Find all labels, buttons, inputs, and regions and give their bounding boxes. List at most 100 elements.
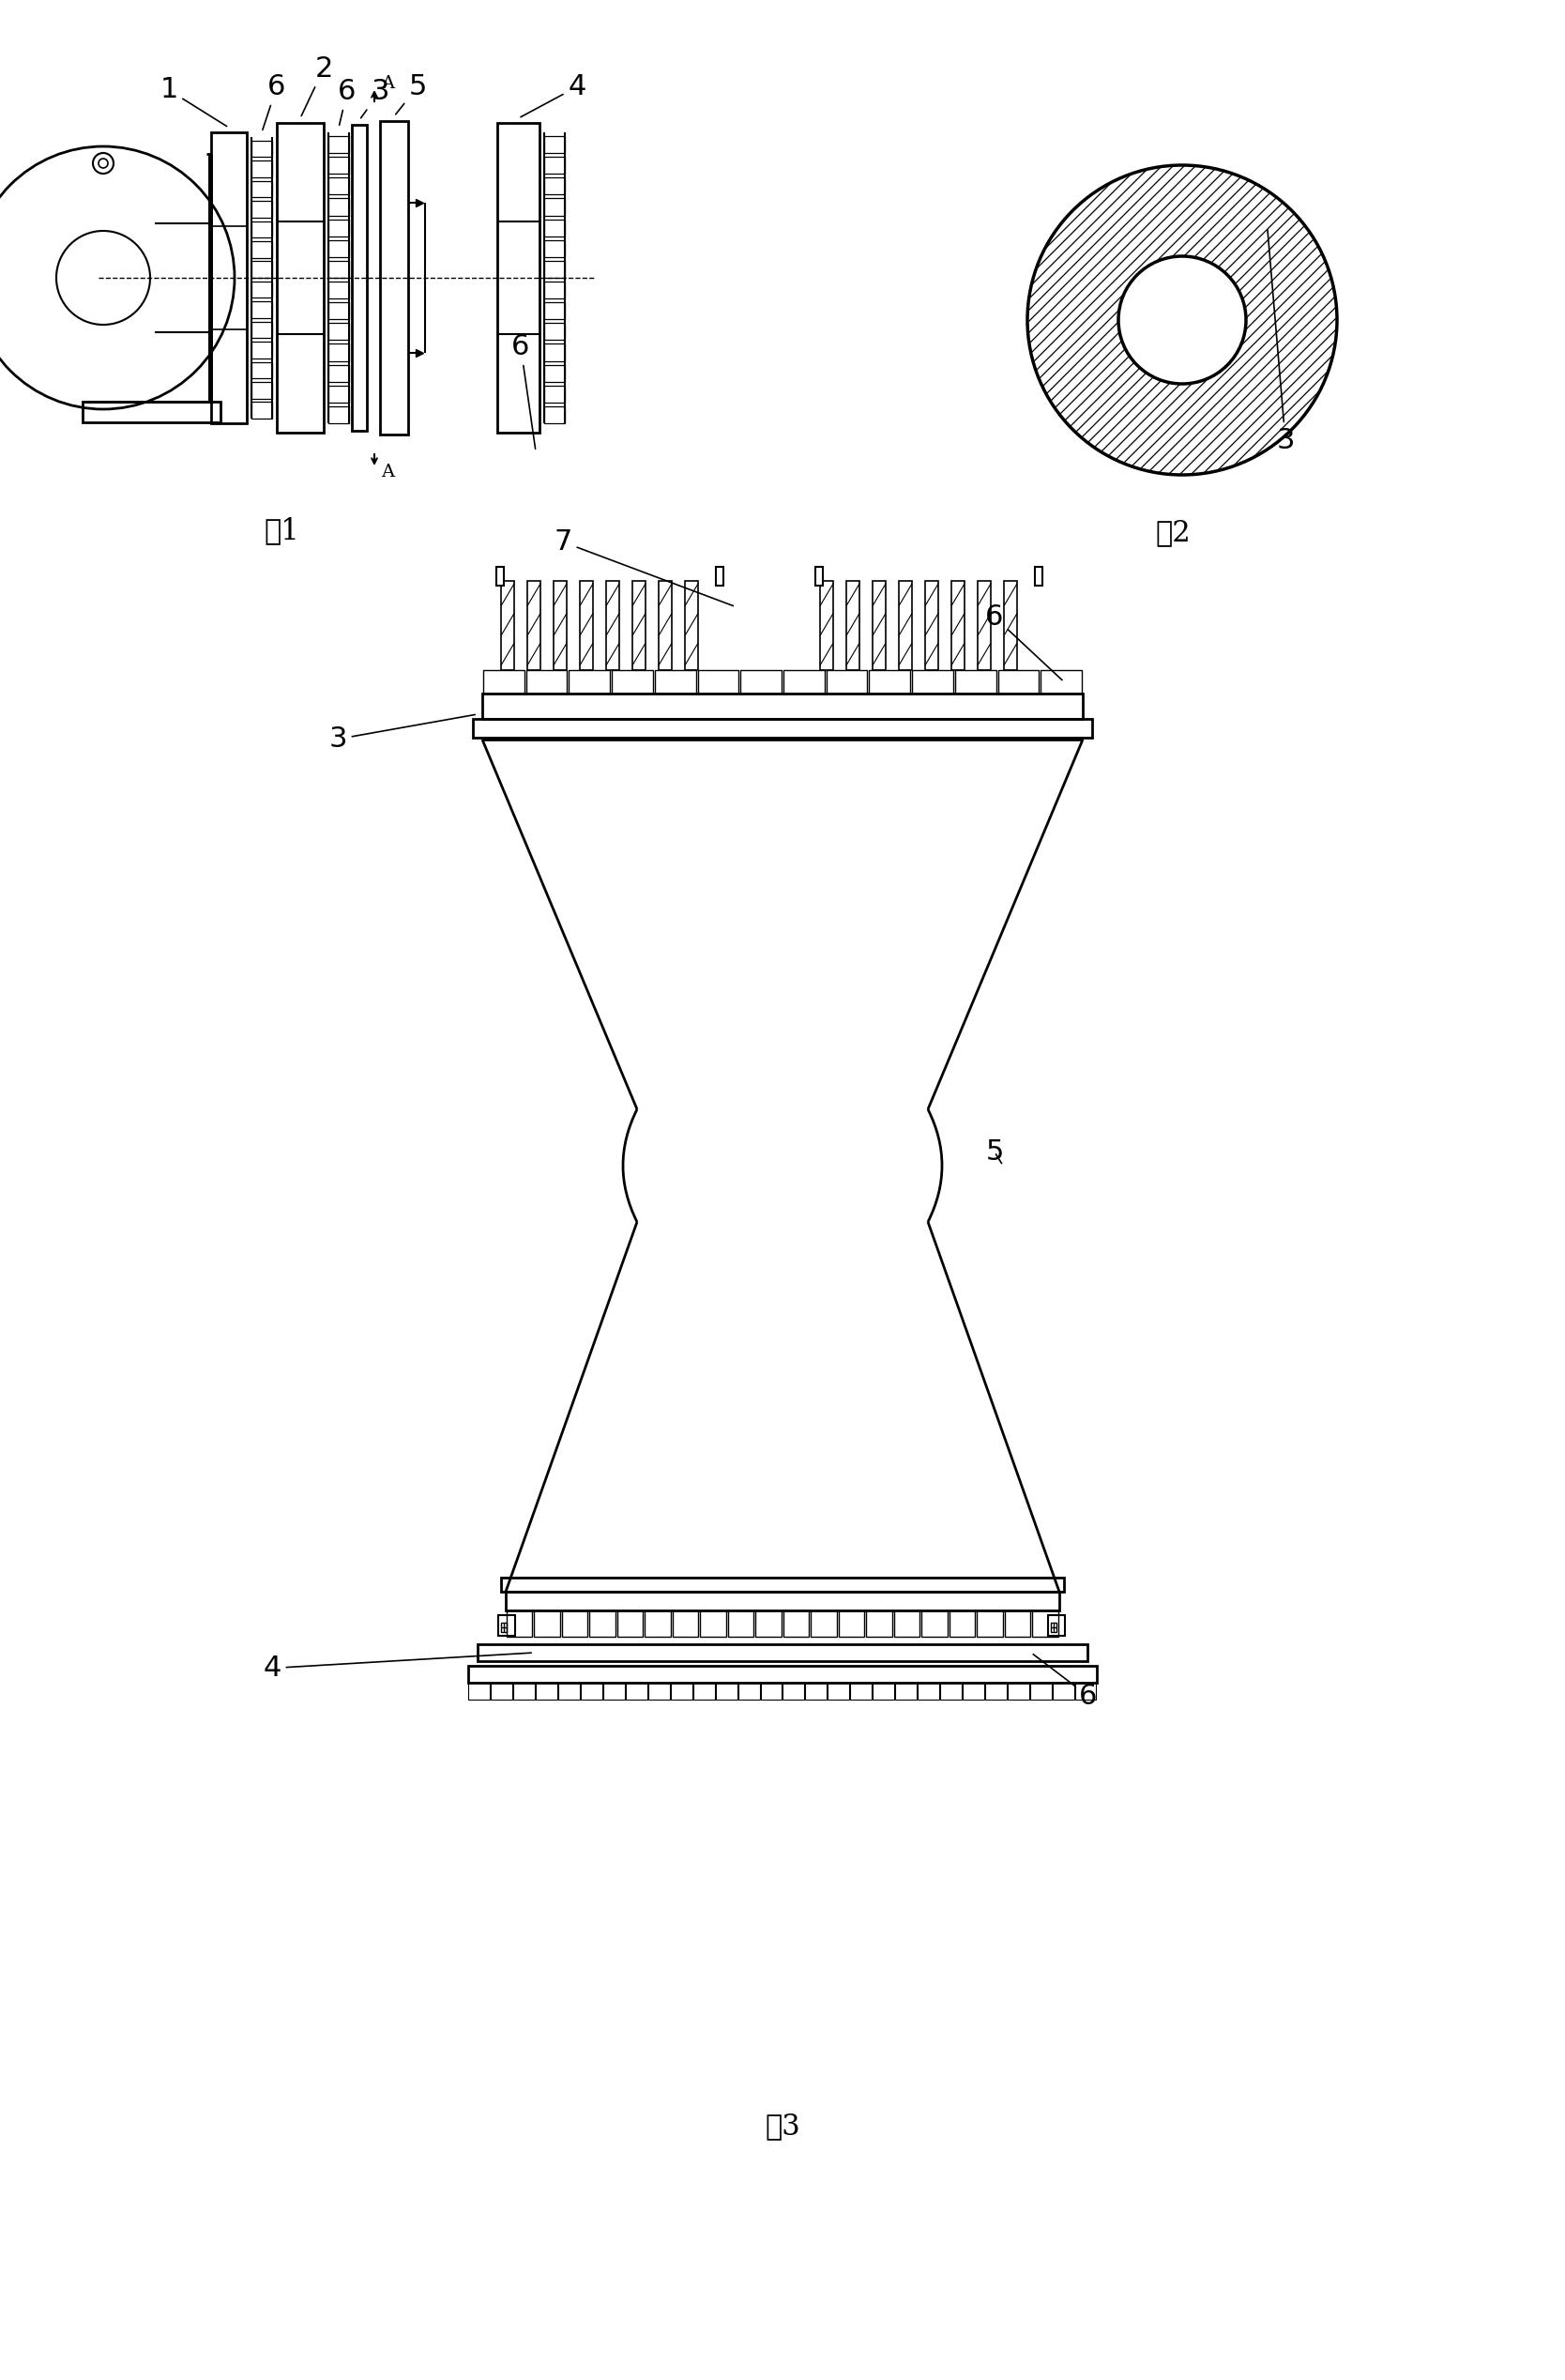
Bar [984, 1683, 1006, 1699]
Text: 3: 3 [1268, 231, 1294, 455]
Bar [468, 1683, 490, 1699]
Bar [252, 240, 272, 257]
Bar [545, 198, 565, 217]
Bar [693, 1683, 715, 1699]
Bar [534, 1611, 560, 1637]
Text: 图2: 图2 [1155, 519, 1191, 547]
Bar [252, 200, 272, 217]
Text: 5: 5 [396, 74, 427, 114]
Bar [654, 671, 696, 693]
Text: 5: 5 [986, 1138, 1003, 1166]
Bar [685, 581, 698, 671]
Bar [380, 121, 408, 436]
Bar [545, 324, 565, 340]
Bar [1030, 1683, 1052, 1699]
Bar [329, 281, 349, 298]
Bar [329, 178, 349, 195]
Bar [329, 343, 349, 362]
Text: 2: 2 [302, 55, 333, 117]
Bar [715, 1683, 737, 1699]
Bar [482, 693, 1083, 719]
Bar [898, 581, 912, 671]
Text: 6: 6 [263, 74, 286, 131]
Bar [626, 1683, 648, 1699]
Text: 图1: 图1 [264, 516, 299, 545]
Text: 6: 6 [512, 333, 535, 450]
Text: 6: 6 [338, 79, 357, 126]
Bar [329, 364, 349, 381]
Bar [581, 1683, 603, 1699]
Bar [826, 671, 867, 693]
Bar [739, 1683, 759, 1699]
Bar [501, 581, 515, 671]
Bar [761, 1683, 782, 1699]
Bar [545, 343, 565, 362]
Bar [1041, 671, 1081, 693]
Bar [527, 581, 540, 671]
Bar [925, 581, 939, 671]
Bar [545, 157, 565, 174]
Text: 7: 7 [554, 528, 732, 607]
Bar [952, 581, 964, 671]
Bar [917, 1683, 939, 1699]
Bar [211, 133, 247, 424]
Bar [1052, 1683, 1074, 1699]
Bar [784, 671, 825, 693]
Bar [329, 324, 349, 340]
Bar [570, 671, 610, 693]
Bar [545, 407, 565, 424]
Bar [329, 157, 349, 174]
Bar [715, 566, 723, 585]
Bar [252, 343, 272, 359]
Bar [604, 1683, 624, 1699]
Bar [847, 581, 859, 671]
Bar [839, 1611, 864, 1637]
Bar [329, 302, 349, 319]
Bar [867, 1611, 892, 1637]
Bar [507, 1611, 532, 1637]
Bar [941, 1683, 961, 1699]
Bar [252, 162, 272, 176]
Bar [782, 1683, 804, 1699]
Bar [252, 402, 272, 419]
Bar [806, 1683, 826, 1699]
Bar [784, 1611, 809, 1637]
Bar [977, 1611, 1003, 1637]
Bar [1075, 1683, 1097, 1699]
Bar [811, 1611, 837, 1637]
Bar [922, 1611, 948, 1637]
Bar [998, 671, 1039, 693]
Bar [545, 364, 565, 381]
Bar [252, 221, 272, 238]
Bar [252, 381, 272, 397]
Bar [912, 671, 953, 693]
Bar [329, 386, 349, 402]
Text: A: A [380, 76, 394, 93]
Bar [562, 1611, 588, 1637]
Bar [873, 581, 886, 671]
Bar [673, 1611, 698, 1637]
Bar [501, 1623, 507, 1633]
Bar [329, 240, 349, 257]
Bar [698, 671, 739, 693]
Bar [1033, 1611, 1058, 1637]
Bar [498, 1616, 515, 1635]
Text: 3: 3 [329, 714, 476, 752]
Bar [1005, 1611, 1031, 1637]
Bar [820, 581, 833, 671]
Bar [545, 262, 565, 278]
Text: 6: 6 [1033, 1654, 1097, 1709]
Bar [484, 671, 524, 693]
Bar [252, 302, 272, 319]
Bar [496, 566, 504, 585]
Bar [1003, 581, 1017, 671]
Bar [505, 1592, 1060, 1611]
Bar [545, 240, 565, 257]
Bar [468, 1666, 1097, 1683]
Bar [477, 1645, 1088, 1661]
Bar [545, 219, 565, 236]
Text: 4: 4 [521, 74, 587, 117]
Bar [828, 1683, 850, 1699]
Bar [1049, 1616, 1064, 1635]
Bar [632, 581, 645, 671]
